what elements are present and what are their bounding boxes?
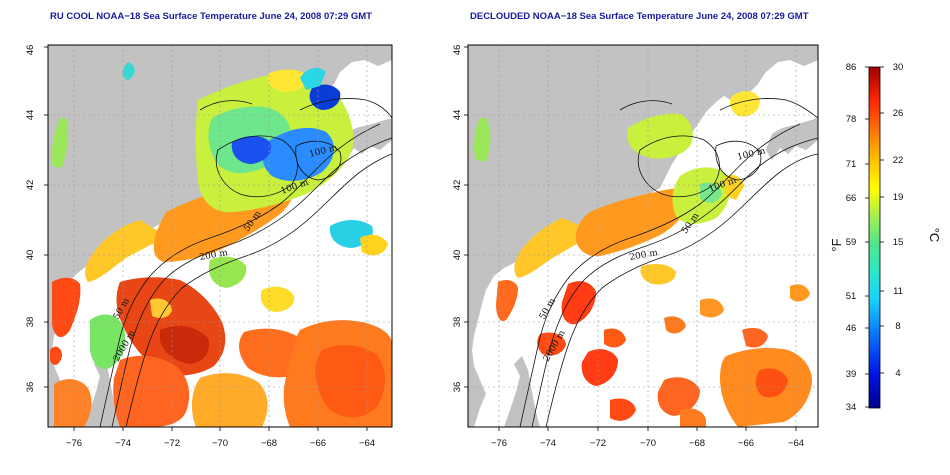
lat-tick-label: 44 [25, 110, 36, 121]
left-sst-pixels [50, 62, 392, 427]
left-map-panel [47, 44, 393, 428]
colorbar-f-labels: 86 78 71 66 59 51 46 39 34 [846, 62, 857, 413]
lon-tick-label: −70 [212, 438, 228, 449]
colorbar-c-labels: 30 26 22 19 15 11 8 4 [893, 62, 904, 379]
lon-tick-label: −72 [164, 438, 180, 449]
right-map-panel [467, 44, 819, 428]
lat-tick-label: 38 [452, 317, 463, 328]
celsius-tick-label: 26 [893, 108, 904, 119]
right-panel-title: DECLOUDED NOAA−18 Sea Surface Temperatur… [470, 11, 809, 22]
lon-tick-label: −72 [590, 438, 606, 449]
fahrenheit-tick-label: 34 [846, 402, 857, 413]
lon-tick-label: −74 [115, 438, 131, 449]
lat-tick-label: 46 [452, 45, 463, 56]
left-lat-tick-labels: 36 38 40 42 44 46 [25, 45, 36, 393]
celsius-tick-label: 8 [895, 321, 900, 332]
lat-tick-label: 44 [452, 110, 463, 121]
lat-tick-label: 40 [25, 250, 36, 261]
lon-tick-label: −64 [788, 438, 804, 449]
celsius-tick-label: 11 [893, 286, 903, 297]
axis-tick-marks [44, 46, 797, 431]
left-bathymetry-contours [99, 98, 392, 427]
lat-tick-label: 46 [25, 45, 36, 56]
lon-tick-label: −76 [66, 438, 82, 449]
lon-tick-label: −66 [310, 438, 326, 449]
right-lat-tick-labels: 36 38 40 42 44 46 [452, 45, 463, 393]
right-lon-tick-labels: −76 −74 −72 −70 −68 −66 −64 [491, 438, 804, 449]
fahrenheit-tick-label: 59 [846, 237, 857, 248]
lon-tick-label: −70 [640, 438, 656, 449]
lat-tick-label: 40 [452, 250, 463, 261]
lat-tick-label: 42 [25, 180, 36, 191]
lat-tick-label: 42 [452, 180, 463, 191]
fahrenheit-tick-label: 51 [846, 291, 857, 302]
celsius-tick-label: 19 [893, 192, 904, 203]
lon-tick-label: −68 [689, 438, 705, 449]
celsius-tick-label: 15 [893, 237, 904, 248]
contour-label: 200 m [199, 248, 229, 263]
colorbar-gradient [868, 66, 881, 409]
left-land [48, 45, 392, 427]
fahrenheit-tick-label: 66 [846, 193, 857, 204]
contour-label: 200 m [629, 248, 659, 263]
left-grid [48, 45, 392, 427]
temperature-colorbar: 86 78 71 66 59 51 46 39 34 30 26 22 19 1… [829, 62, 942, 413]
colorbar-c-ticks [880, 66, 884, 374]
celsius-tick-label: 30 [893, 62, 904, 73]
left-panel-title: RU COOL NOAA−18 Sea Surface Temperature … [50, 11, 372, 22]
celsius-unit-label: °C [927, 228, 942, 243]
celsius-tick-label: 22 [893, 155, 904, 166]
lon-tick-label: −68 [261, 438, 277, 449]
fahrenheit-tick-label: 86 [846, 62, 857, 73]
right-land [468, 45, 818, 427]
lon-tick-label: −64 [359, 438, 375, 449]
fahrenheit-tick-label: 71 [846, 159, 857, 170]
lat-tick-label: 36 [452, 382, 463, 393]
lon-tick-label: −66 [738, 438, 754, 449]
lat-tick-label: 36 [25, 382, 36, 393]
fahrenheit-unit-label: °F [829, 238, 844, 251]
lon-tick-label: −76 [491, 438, 507, 449]
fahrenheit-tick-label: 46 [846, 323, 857, 334]
celsius-tick-label: 4 [895, 368, 900, 379]
lon-tick-label: −74 [540, 438, 556, 449]
fahrenheit-tick-label: 78 [846, 114, 857, 125]
colorbar-f-ticks [865, 66, 869, 408]
right-bathymetry-contours [519, 98, 818, 427]
fahrenheit-tick-label: 39 [846, 369, 857, 380]
lat-tick-label: 38 [25, 317, 36, 328]
right-map-frame [467, 44, 819, 428]
right-grid [468, 45, 818, 427]
left-lon-tick-labels: −76 −74 −72 −70 −68 −66 −64 [66, 438, 375, 449]
